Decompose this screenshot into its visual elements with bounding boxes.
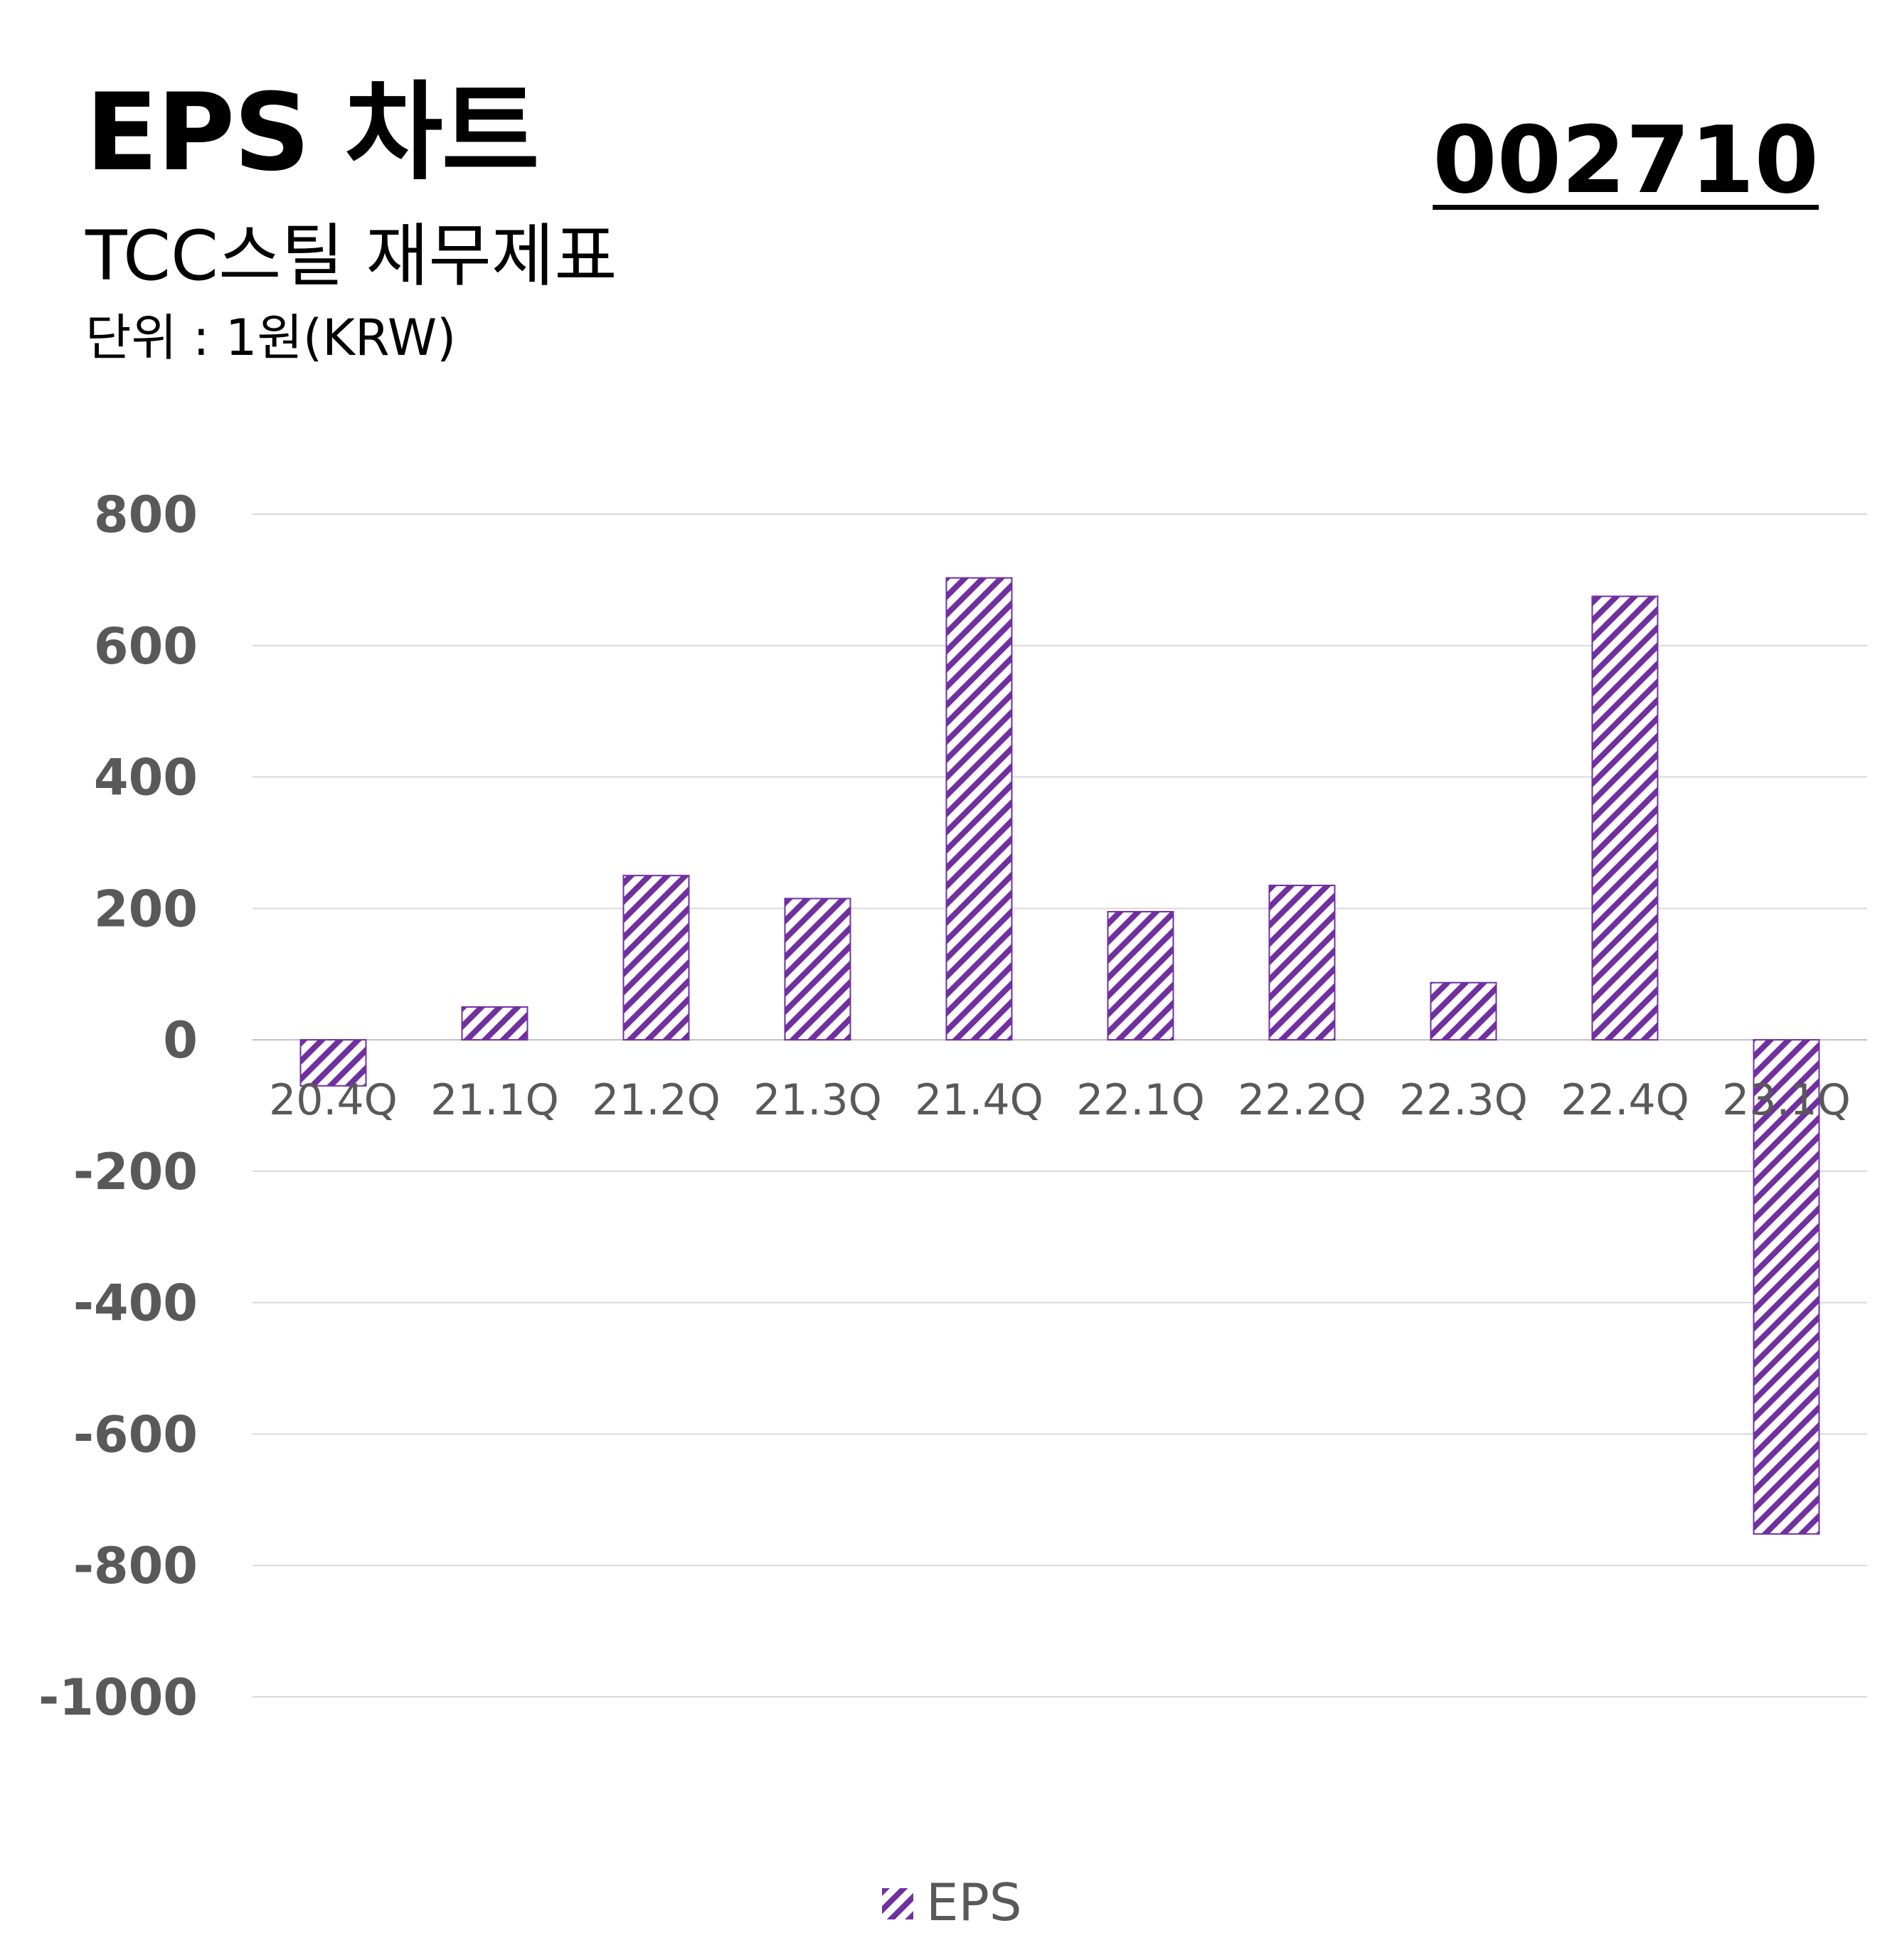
legend-label-eps: EPS bbox=[926, 1873, 1022, 1932]
y-tick-label: 800 bbox=[94, 486, 198, 544]
x-tick-label: 21.1Q bbox=[430, 1075, 559, 1125]
y-tick-label: 0 bbox=[163, 1011, 198, 1070]
y-tick-label: -200 bbox=[73, 1143, 198, 1201]
bar-22.4Q bbox=[1591, 595, 1659, 1041]
y-tick-label: 200 bbox=[94, 880, 198, 938]
y-tick-label: -800 bbox=[73, 1537, 198, 1595]
legend: EPS bbox=[882, 1873, 1022, 1932]
y-tick-label: 600 bbox=[94, 617, 198, 676]
x-tick-label: 21.3Q bbox=[753, 1075, 882, 1125]
bar-21.3Q bbox=[784, 898, 851, 1041]
x-axis-ticks: 20.4Q 21.1Q 21.2Q 21.3Q 21.4Q 22.1Q 22.2Q 22.3Q… bbox=[269, 1075, 1851, 1125]
bar-21.1Q bbox=[461, 1006, 528, 1041]
y-tick-label: -1000 bbox=[38, 1668, 198, 1727]
bar-22.3Q bbox=[1430, 981, 1497, 1041]
chart-title: EPS 차트 bbox=[85, 71, 540, 195]
x-tick-label: 20.4Q bbox=[269, 1075, 398, 1125]
bar-20.4Q bbox=[299, 1039, 367, 1087]
y-axis-ticks: 800 600 400 200 0 -200 -400 -600 -800 -1000 bbox=[38, 486, 198, 1727]
chart-subtitle: TCC스틸 재무제표 bbox=[85, 216, 617, 296]
bar-22.2Q bbox=[1268, 884, 1336, 1041]
bar-23.1Q bbox=[1753, 1039, 1820, 1535]
legend-swatch bbox=[882, 1888, 913, 1919]
stock-code: 002710 bbox=[1433, 106, 1819, 214]
unit-label: 단위 : 1원(KRW) bbox=[85, 309, 457, 367]
x-tick-label: 21.4Q bbox=[915, 1075, 1043, 1125]
x-tick-label: 22.2Q bbox=[1238, 1075, 1366, 1125]
x-tick-label: 22.3Q bbox=[1399, 1075, 1528, 1125]
x-tick-label: 22.4Q bbox=[1561, 1075, 1689, 1125]
y-tick-label: -600 bbox=[73, 1405, 198, 1464]
x-tick-label: 21.2Q bbox=[592, 1075, 721, 1125]
bars bbox=[299, 577, 1820, 1535]
x-tick-label: 22.1Q bbox=[1076, 1075, 1205, 1125]
x-tick-label: 23.1Q bbox=[1722, 1075, 1851, 1125]
y-tick-label: -400 bbox=[73, 1274, 198, 1333]
y-tick-label: 400 bbox=[94, 749, 198, 807]
bar-21.2Q bbox=[622, 875, 690, 1041]
bar-22.1Q bbox=[1107, 910, 1174, 1041]
bar-21.4Q bbox=[945, 577, 1013, 1041]
